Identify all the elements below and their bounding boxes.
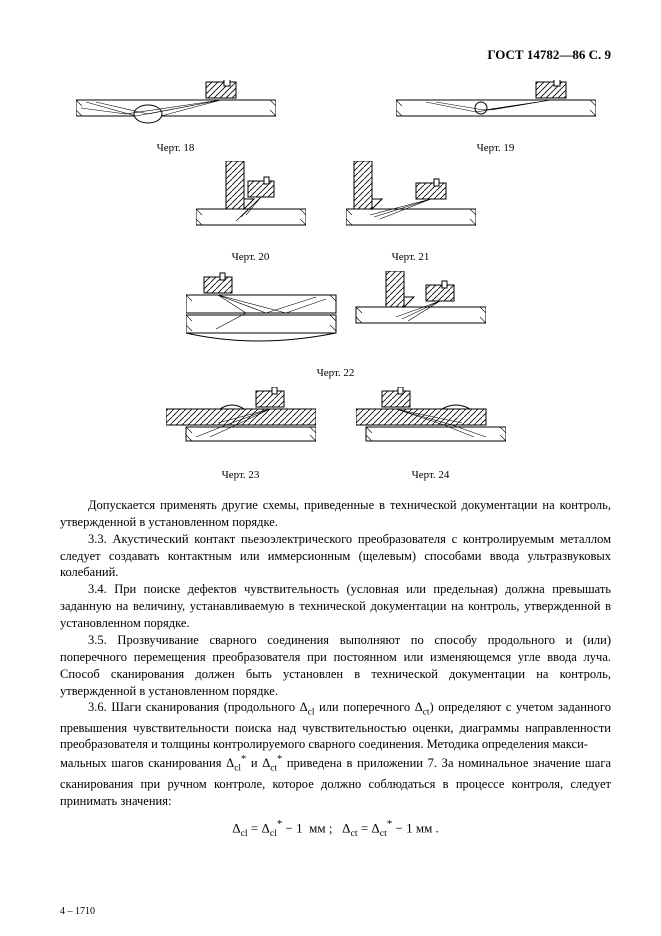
figure-22-caption: Черт. 22 (317, 366, 355, 381)
figure-row-2: Черт. 20 Черт. 21 (60, 161, 611, 265)
figure-23-caption: Черт. 23 (222, 468, 260, 483)
figure-20-caption: Черт. 20 (232, 250, 270, 265)
figure-21-caption: Черт. 21 (392, 250, 430, 265)
figure-18-svg (76, 80, 276, 138)
p5a: 3.6. Шаги сканирования (продольного Δ (88, 700, 308, 714)
figure-20-svg (196, 161, 306, 247)
figure-23-svg (166, 387, 316, 465)
figure-18: Черт. 18 (76, 80, 276, 156)
figure-22-svg (186, 271, 486, 363)
para-1: Допускается применять другие схемы, прив… (60, 497, 611, 531)
page-footer: 4 – 1710 (60, 905, 95, 919)
p6b-sub: ct (270, 764, 277, 774)
formula: Δcl = Δcl* − 1 мм ; Δct = Δct* − 1 мм . (60, 817, 611, 840)
figure-21: Черт. 21 (346, 161, 476, 265)
figure-row-3: Черт. 22 (60, 271, 611, 381)
figure-24-caption: Черт. 24 (412, 468, 450, 483)
figure-19-caption: Черт. 19 (477, 141, 515, 156)
figure-22: Черт. 22 (186, 271, 486, 381)
figure-24: Черт. 24 (356, 387, 506, 483)
figure-row-1: Черт. 18 Черт. 19 (60, 80, 611, 156)
para-4: 3.5. Прозвучивание сварного соединения в… (60, 632, 611, 700)
p5b-sub: ct (423, 708, 430, 718)
figure-23: Черт. 23 (166, 387, 316, 483)
figure-19: Черт. 19 (396, 80, 596, 156)
figure-24-svg (356, 387, 506, 465)
body-text: Допускается применять другие схемы, прив… (60, 497, 611, 841)
para-5: 3.6. Шаги сканирования (продольного Δcl … (60, 699, 611, 753)
page: ГОСТ 14782—86 С. 9 (0, 0, 661, 936)
para-6: мальных шагов сканирования Δcl* и Δct* п… (60, 753, 611, 809)
p5b: или поперечного Δ (314, 700, 422, 714)
figure-row-4: Черт. 23 Черт. 24 (60, 387, 611, 483)
figure-20: Черт. 20 (196, 161, 306, 265)
p6a-sub: cl (234, 764, 241, 774)
p6b: и Δ (246, 756, 270, 770)
para-3: 3.4. При поиске дефектов чувствительност… (60, 581, 611, 632)
para-2: 3.3. Акустический контакт пьезоэлектриче… (60, 531, 611, 582)
figure-19-svg (396, 80, 596, 138)
figure-21-svg (346, 161, 476, 247)
page-header: ГОСТ 14782—86 С. 9 (60, 46, 611, 64)
p6a: мальных шагов сканирования Δ (60, 756, 234, 770)
figure-18-caption: Черт. 18 (157, 141, 195, 156)
